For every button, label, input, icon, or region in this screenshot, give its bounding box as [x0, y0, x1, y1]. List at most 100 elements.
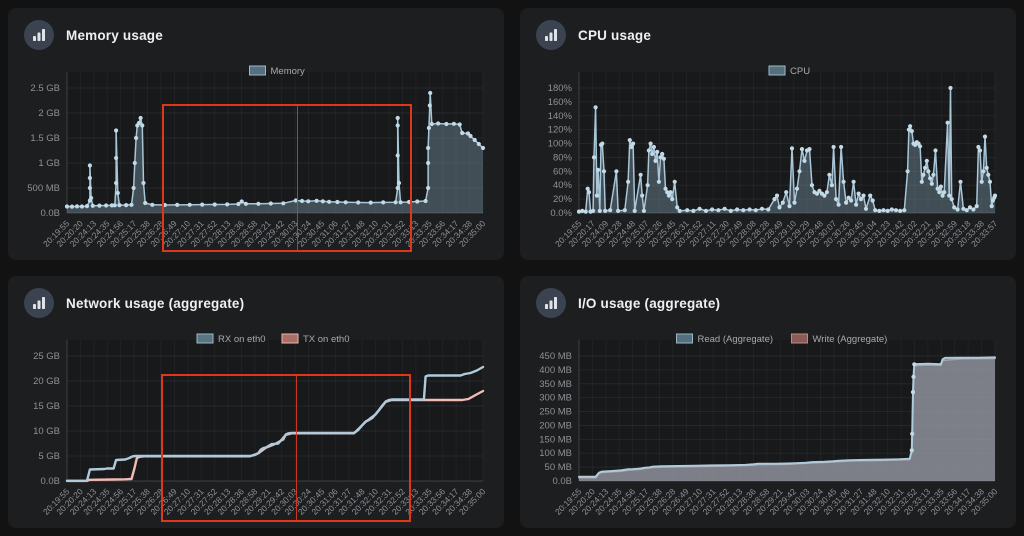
data-point-marker: [393, 200, 398, 205]
panel-header: Network usage (aggregate): [24, 287, 244, 319]
data-point-marker: [426, 185, 431, 191]
data-point-marker: [856, 191, 861, 196]
y-tick-label: 180%: [548, 83, 573, 94]
data-point-marker: [327, 199, 332, 204]
legend-item-read-aggregate-[interactable]: Read (Aggregate): [676, 333, 774, 345]
data-point-marker: [132, 160, 137, 166]
data-point-marker: [658, 155, 663, 160]
data-point-marker: [423, 198, 428, 204]
data-point-marker: [187, 202, 192, 207]
data-point-marker: [854, 202, 859, 207]
data-point-marker: [256, 201, 261, 206]
data-point-marker: [236, 201, 241, 207]
data-point-marker: [774, 193, 780, 198]
network-usage-aggregate-chart-canvas[interactable]: 20:19:5520:20:2020:24:1320:24:3520:24:56…: [8, 276, 504, 528]
y-tick-label: 20 GB: [33, 376, 60, 387]
data-point-marker: [710, 207, 715, 212]
highlight-box-memory: [162, 104, 412, 252]
data-point-marker: [952, 205, 957, 210]
bar-chart-icon: [24, 288, 54, 318]
data-point-marker: [140, 123, 145, 128]
y-tick-label: 120%: [548, 125, 573, 136]
data-point-marker: [428, 90, 433, 96]
panel-cpu-usage: CPU usage 20:19:55 20:20:17 20:24:09 20:24:2…: [520, 8, 1016, 260]
data-point-marker: [436, 121, 441, 126]
data-point-marker: [961, 206, 966, 211]
data-point-marker: [794, 186, 800, 191]
data-point-marker: [381, 200, 386, 205]
data-point-marker: [608, 208, 613, 213]
data-point-marker: [777, 205, 782, 210]
bar-chart-icon: [536, 288, 566, 318]
series-area-cpu: [579, 88, 995, 213]
data-point-marker: [395, 185, 400, 191]
panel-title: Memory usage: [66, 27, 163, 43]
cpu-usage-chart-canvas[interactable]: 20:19:5520:20:1720:24:0920:24:2820:24:48…: [520, 8, 1016, 260]
data-point-marker: [937, 190, 942, 195]
data-point-marker: [614, 169, 619, 174]
legend-item-cpu[interactable]: CPU: [768, 65, 810, 77]
data-point-marker: [175, 202, 180, 207]
data-point-marker: [115, 190, 120, 196]
data-point-marker: [703, 208, 708, 213]
legend-label: Write (Aggregate): [813, 334, 888, 345]
data-point-marker: [905, 169, 910, 174]
data-point-marker: [212, 202, 217, 207]
data-point-marker: [844, 200, 849, 205]
data-point-marker: [626, 179, 631, 184]
data-point-marker: [672, 179, 677, 184]
legend-item-write-aggregate-[interactable]: Write (Aggregate): [791, 333, 888, 345]
series-line-rx-on-eth0: [65, 365, 485, 483]
data-point-marker: [861, 193, 866, 198]
data-point-marker: [766, 207, 771, 212]
legend-item-memory[interactable]: Memory: [249, 65, 306, 77]
data-point-marker: [921, 172, 926, 177]
y-tick-label: 0.0B: [552, 476, 572, 487]
data-point-marker: [955, 207, 960, 212]
data-point-marker: [797, 169, 802, 174]
legend-item-tx-on-eth0[interactable]: TX on eth0: [281, 333, 349, 345]
y-tick-label: 15 GB: [33, 401, 60, 412]
data-point-marker: [395, 115, 400, 121]
data-point-marker: [910, 431, 915, 436]
series-area-read-aggregate-: [579, 357, 995, 481]
data-point-marker: [306, 199, 311, 204]
legend-item-rx-on-eth0[interactable]: RX on eth0: [196, 333, 266, 345]
data-point-marker: [225, 202, 230, 207]
data-point-marker: [293, 198, 298, 203]
data-point-marker: [974, 204, 979, 209]
data-point-marker: [728, 208, 733, 213]
io-usage-aggregate-chart-canvas[interactable]: 20:19:5520:20:2020:24:1320:24:3520:24:56…: [520, 276, 1016, 528]
data-point-marker: [982, 134, 988, 139]
data-point-marker: [591, 208, 596, 213]
data-point-marker: [851, 179, 856, 184]
data-point-marker: [792, 200, 797, 205]
data-point-marker: [395, 123, 400, 128]
data-point-marker: [429, 121, 434, 127]
data-point-marker: [585, 186, 590, 191]
data-point-marker: [476, 141, 481, 147]
data-point-marker: [427, 103, 432, 108]
data-point-marker: [136, 120, 142, 126]
data-point-marker: [69, 204, 75, 209]
data-point-marker: [426, 125, 431, 131]
data-point-marker: [668, 190, 673, 195]
data-point-marker: [889, 207, 894, 212]
data-point-marker: [670, 197, 675, 202]
data-point-marker: [580, 208, 585, 213]
data-point-marker: [928, 176, 933, 181]
highlight-box-network-center-line: [296, 376, 297, 520]
y-tick-label: 0.0B: [40, 476, 60, 487]
data-point-marker: [834, 197, 839, 202]
panel-header: CPU usage: [536, 19, 651, 51]
memory-usage-chart-canvas[interactable]: 20:19:5520:20:2020:24:1320:24:3520:24:56…: [8, 8, 504, 260]
data-point-marker: [638, 172, 643, 177]
bar-chart-icon: [24, 20, 54, 50]
panel-header: I/O usage (aggregate): [536, 287, 720, 319]
data-point-marker: [858, 197, 864, 202]
data-point-marker: [90, 203, 95, 208]
data-point-marker: [641, 208, 646, 213]
y-tick-label: 160%: [548, 97, 573, 108]
data-point-marker: [583, 209, 588, 214]
data-point-marker: [243, 201, 248, 206]
